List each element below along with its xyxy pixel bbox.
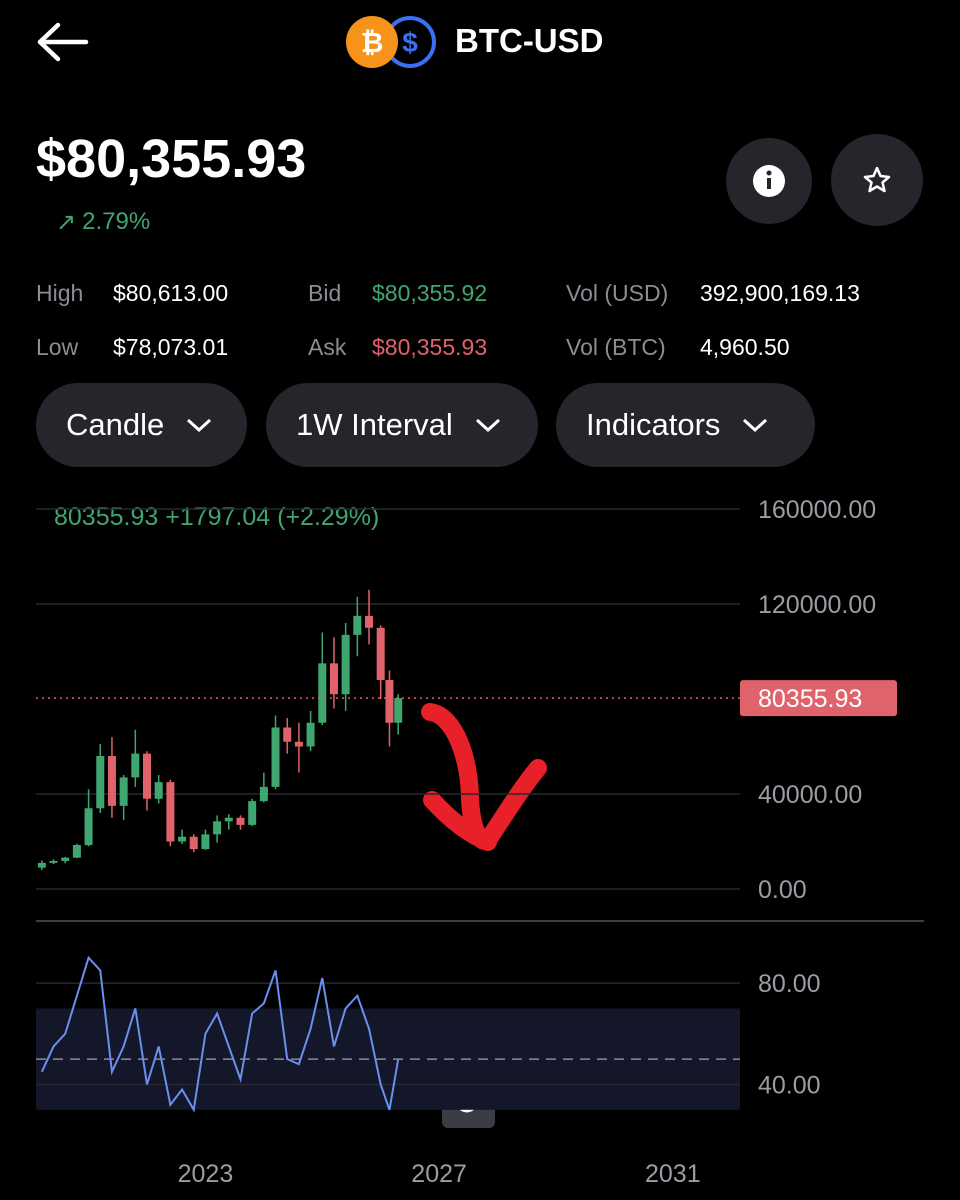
button-label: 1W Interval xyxy=(296,407,453,442)
button-label: Candle xyxy=(66,407,165,442)
coin-icons: $ ₿ xyxy=(346,16,436,68)
stat-value: $80,355.93 xyxy=(372,334,488,360)
candle-body xyxy=(178,836,187,842)
annotation-arrow xyxy=(421,703,547,851)
candle-body xyxy=(259,786,268,802)
candle-body xyxy=(271,727,280,787)
info-button[interactable] xyxy=(726,138,812,224)
candle-body xyxy=(96,756,105,809)
candle-body xyxy=(84,808,93,846)
change: ↗ 2.79% xyxy=(56,208,151,236)
stat-value: 392,900,169.13 xyxy=(700,280,860,306)
candle-body xyxy=(61,857,70,861)
stat-label: Vol (BTC) xyxy=(566,334,666,360)
candle-body xyxy=(385,680,394,723)
svg-text:₿: ₿ xyxy=(361,27,384,58)
candle-body xyxy=(131,753,140,778)
back-button[interactable] xyxy=(36,22,90,62)
candle-body xyxy=(394,698,403,723)
y-tick-label: 40000.00 xyxy=(758,781,862,809)
rsi-line xyxy=(40,955,400,1113)
candle-body xyxy=(72,845,81,858)
stat-label: Vol (USD) xyxy=(566,280,669,306)
chevron xyxy=(187,418,212,433)
candle-body xyxy=(294,741,303,747)
favorite-button[interactable] xyxy=(831,134,923,226)
x-tick-label: 2027 xyxy=(411,1160,467,1188)
stat-value: $80,613.00 xyxy=(113,280,229,306)
stat-value: $80,355.92 xyxy=(372,280,488,306)
chevron xyxy=(743,418,768,433)
stat-value: $78,073.01 xyxy=(113,334,229,360)
last-price-badge xyxy=(740,680,897,717)
change-value: 2.79% xyxy=(82,208,151,235)
rsi-tick-label: 80.00 xyxy=(758,970,821,998)
candle-body xyxy=(154,782,163,799)
svg-text:$: $ xyxy=(402,27,418,58)
x-tick-label: 2031 xyxy=(645,1160,701,1188)
dropdown-button[interactable]: Candle xyxy=(36,383,247,467)
candle-body xyxy=(283,727,292,742)
stat-label: Ask xyxy=(308,334,347,360)
candle-body xyxy=(353,615,362,635)
stat-value: 4,960.50 xyxy=(700,334,790,360)
candle-body xyxy=(189,836,198,850)
dropdown-button[interactable]: 1W Interval xyxy=(266,383,538,467)
candle-body xyxy=(318,663,327,723)
dropdown-button[interactable]: Indicators xyxy=(556,383,815,467)
stat-label: Bid xyxy=(308,280,342,306)
candle-body xyxy=(224,817,233,822)
candle-body xyxy=(166,782,175,842)
candle-body xyxy=(119,777,128,806)
candle-body xyxy=(143,753,152,799)
candle-body xyxy=(201,834,210,850)
chart-legend: 80355.93 +1797.04 (+2.29%) xyxy=(54,503,379,531)
stat-label: Low xyxy=(36,334,79,360)
candle-body xyxy=(365,615,374,628)
candle-body xyxy=(37,862,46,868)
pane-divider xyxy=(36,920,924,922)
candle-body xyxy=(107,756,116,806)
candle-body xyxy=(306,722,315,747)
candle-body xyxy=(236,817,245,825)
candle-body xyxy=(49,860,58,863)
chevron xyxy=(475,418,500,433)
pair-title: BTC-USD xyxy=(455,22,604,59)
y-tick-label: 0.00 xyxy=(758,876,807,904)
candle-body xyxy=(329,663,338,695)
price: $80,355.93 xyxy=(36,129,307,189)
candle-body xyxy=(248,801,257,825)
button-label: Indicators xyxy=(586,407,721,442)
stat-label: High xyxy=(36,280,84,306)
x-tick-label: 2023 xyxy=(178,1160,234,1188)
candle-body xyxy=(341,634,350,695)
last-price-label: 80355.93 xyxy=(758,685,862,713)
candle-body xyxy=(213,821,222,835)
y-tick-label: 160000.00 xyxy=(758,496,876,524)
y-tick-label: 120000.00 xyxy=(758,591,876,619)
rsi-tick-label: 40.00 xyxy=(758,1071,821,1099)
candle-body xyxy=(376,627,385,680)
